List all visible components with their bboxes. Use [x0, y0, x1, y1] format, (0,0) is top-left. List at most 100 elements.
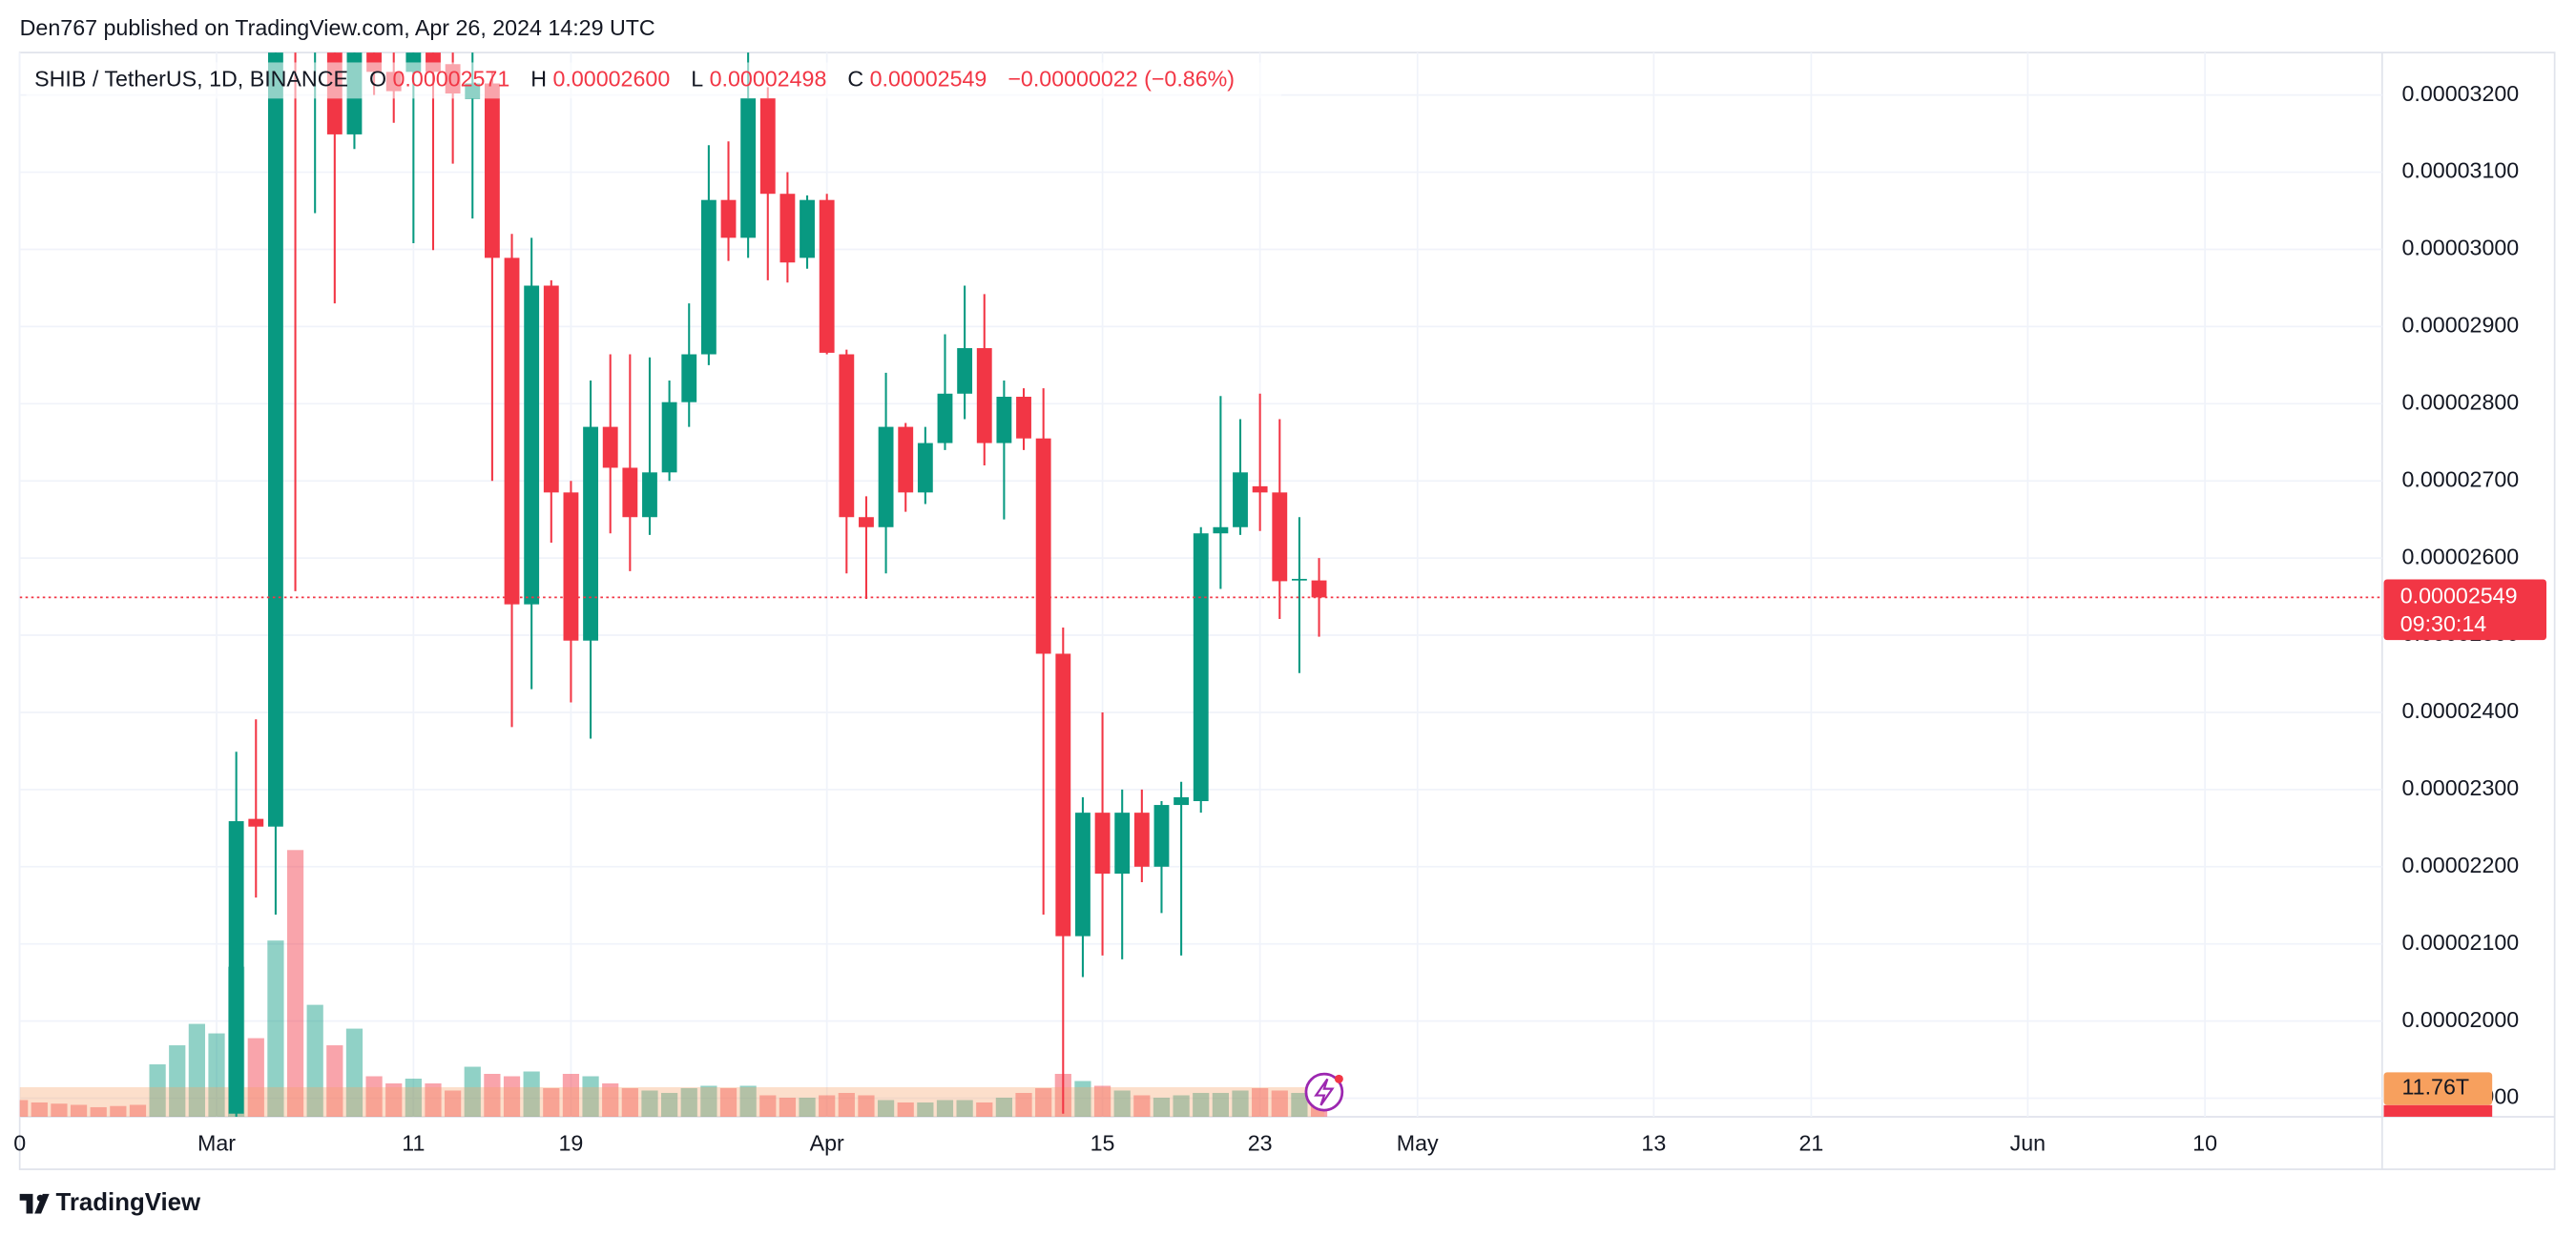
candle-body	[898, 426, 914, 493]
candle-body	[1174, 796, 1190, 806]
high-value: 0.00002600	[552, 67, 670, 92]
volume-bar	[90, 1106, 107, 1117]
y-tick-label: 0.00002700	[2401, 466, 2519, 491]
volume-badge-under	[2383, 1104, 2493, 1117]
volume-bar	[660, 1092, 678, 1117]
volume-bar	[719, 1087, 737, 1117]
x-tick-label: May	[1397, 1130, 1439, 1155]
volume-bar	[385, 1082, 403, 1117]
y-tick-label: 0.00002000	[2401, 1007, 2519, 1032]
volume-bar	[602, 1082, 619, 1117]
volume-bar	[208, 1033, 225, 1117]
volume-bar	[445, 1090, 462, 1117]
legend-backdrop	[26, 62, 1282, 99]
price-badge	[2383, 579, 2547, 641]
candle-body	[779, 194, 796, 263]
candle-body	[642, 472, 657, 518]
candle-body	[248, 818, 264, 827]
volume-bar	[582, 1076, 599, 1117]
volume-bar	[286, 850, 304, 1117]
y-tick-label: 0.00002300	[2401, 775, 2519, 800]
candle-body	[1233, 472, 1248, 527]
volume-bar	[1093, 1085, 1111, 1117]
candle-body	[1055, 653, 1071, 937]
volume-bar	[19, 1100, 29, 1117]
volume-bar	[1074, 1081, 1091, 1117]
candle-body	[681, 354, 697, 402]
volume-bar	[700, 1085, 717, 1117]
volume-bar	[799, 1097, 816, 1117]
y-tick-label: 0.00002100	[2401, 930, 2519, 955]
volume-bar	[976, 1102, 993, 1117]
high-name: H	[530, 67, 547, 92]
legend: SHIB / TetherUS, 1D, BINANCE O 0.0000257…	[34, 67, 1235, 92]
candle-body	[622, 467, 638, 518]
candle-body	[1193, 533, 1209, 802]
volume-bar	[543, 1087, 560, 1117]
volume-bar	[779, 1097, 797, 1117]
candle-body	[563, 492, 579, 641]
open-value: 0.00002571	[393, 67, 510, 92]
badges: 0.00002549 09:30:14 11.76T	[2383, 579, 2547, 1117]
volume-bar	[464, 1066, 481, 1117]
low-value: 0.00002498	[710, 67, 827, 92]
volume-bar	[917, 1102, 934, 1117]
volume-bar	[1291, 1092, 1308, 1117]
candle-body	[917, 443, 933, 493]
candle-body	[1075, 813, 1091, 937]
candle-body	[583, 426, 598, 641]
x-tick-label: Apr	[810, 1130, 844, 1155]
volume-bar	[858, 1095, 875, 1117]
price-badge-label: 0.00002549	[2400, 584, 2518, 608]
candle-body	[1213, 526, 1229, 534]
volume-bar	[1015, 1092, 1032, 1117]
volume-bar	[345, 1028, 364, 1117]
volume-bar	[956, 1100, 973, 1117]
volume-bar	[1153, 1097, 1171, 1117]
volume-bar	[759, 1095, 777, 1117]
candle-body	[267, 52, 283, 827]
volume-bar	[641, 1090, 658, 1117]
x-tick-label: 10	[2192, 1130, 2217, 1155]
volume-bar	[621, 1087, 638, 1117]
y-tick-label: 0.00002900	[2401, 313, 2519, 338]
candle-body	[1272, 492, 1288, 582]
candle-body	[819, 199, 835, 353]
volume-bar	[306, 1004, 323, 1117]
y-tick-label: 0.00002800	[2401, 389, 2519, 414]
candle-body	[878, 426, 894, 527]
candle-body	[957, 348, 973, 394]
candle-body	[720, 199, 737, 238]
candle-body	[800, 199, 815, 258]
volume-bar	[739, 1085, 757, 1117]
x-tick-label: Jun	[2010, 1130, 2046, 1155]
x-tick-label: 23	[1248, 1130, 1273, 1155]
candle-body	[504, 258, 520, 605]
volume-bar	[523, 1071, 540, 1117]
volume-bar	[819, 1095, 836, 1117]
candle-body	[1153, 805, 1170, 867]
publisher: Den767 published on TradingView.com, Apr…	[20, 15, 655, 40]
candle-body	[937, 393, 953, 443]
volume-bar	[169, 1045, 186, 1117]
candle-body	[1291, 578, 1307, 581]
volume-bar	[484, 1074, 501, 1117]
volume-bar	[129, 1104, 147, 1117]
candle-body	[1094, 813, 1111, 875]
candle-body	[839, 354, 855, 518]
volume-bar	[110, 1105, 127, 1117]
candle-body	[700, 199, 717, 355]
symbol-title: SHIB / TetherUS, 1D, BINANCE	[34, 67, 348, 92]
x-tick-label: 0	[13, 1130, 26, 1155]
footer-logo: TradingView	[19, 1189, 201, 1216]
x-tick-label: 11	[402, 1130, 425, 1155]
x-tick-label: Mar	[197, 1130, 236, 1155]
volume-bar	[1232, 1090, 1249, 1117]
candle-body	[1133, 813, 1150, 867]
footer-brand: TradingView	[56, 1189, 201, 1216]
candle-body	[228, 821, 244, 1114]
candle-body	[1016, 397, 1031, 439]
candle-body	[740, 97, 757, 238]
candle-body	[524, 285, 540, 605]
volume-bar	[149, 1064, 166, 1117]
